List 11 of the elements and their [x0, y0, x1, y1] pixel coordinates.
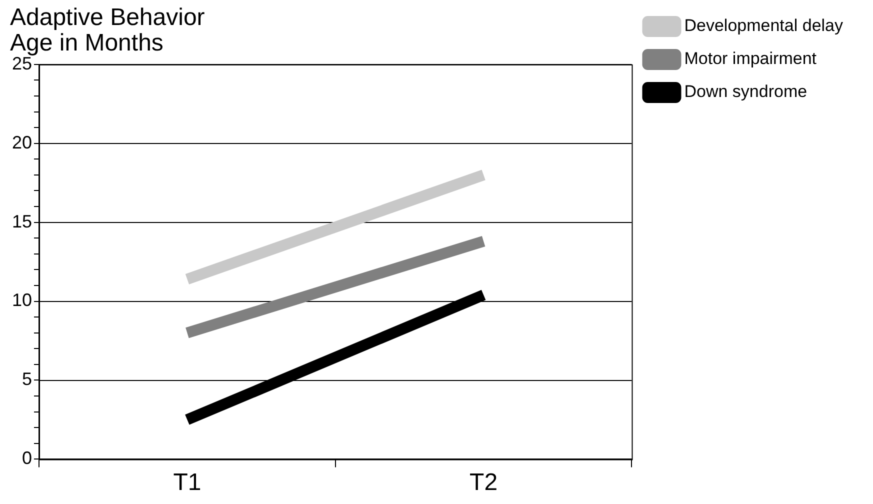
x-tick-label: T1: [173, 469, 202, 496]
chart-title: Adaptive Behavior Age in Months: [10, 4, 205, 56]
y-tick-label: 5: [22, 369, 32, 390]
y-tick-label: 0: [22, 448, 32, 468]
x-tick-label: T2: [470, 469, 498, 496]
y-tick-label: 10: [12, 290, 32, 310]
y-tick-label: 15: [12, 211, 32, 232]
legend-label: Developmental delay: [684, 16, 844, 36]
legend-label: Down syndrome: [684, 82, 808, 102]
y-tick-label: 20: [12, 132, 32, 152]
legend-label: Motor impairment: [684, 49, 817, 68]
